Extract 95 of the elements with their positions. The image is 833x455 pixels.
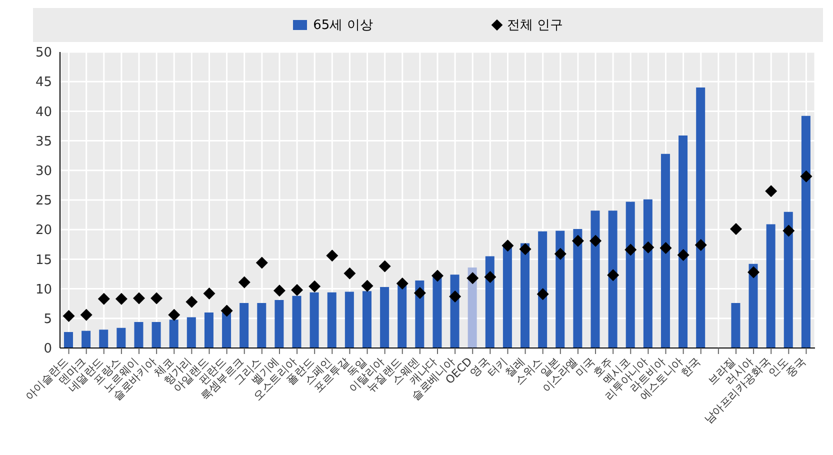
bar (274, 300, 284, 348)
bar (116, 328, 126, 348)
bar (186, 317, 196, 348)
point (642, 241, 654, 254)
bar (398, 285, 407, 348)
bar (731, 303, 740, 348)
point (782, 224, 795, 237)
bar (766, 224, 776, 348)
y-tick-label: 15 (35, 252, 52, 268)
bar (257, 303, 266, 348)
bar (678, 135, 688, 348)
point (308, 280, 321, 292)
bar (660, 154, 670, 348)
bar (538, 231, 548, 348)
point (344, 267, 356, 280)
point (414, 286, 426, 299)
bar (748, 264, 758, 348)
point (466, 272, 479, 284)
bar (626, 202, 635, 348)
legend-label: 전체 인구 (506, 17, 563, 34)
bar (643, 199, 652, 348)
point (378, 260, 391, 272)
bar (327, 292, 336, 348)
point (449, 290, 462, 302)
bar (99, 330, 108, 348)
bar (556, 230, 565, 348)
point (98, 292, 110, 305)
point (748, 266, 760, 278)
point (238, 276, 250, 288)
bar (152, 322, 161, 348)
bar (344, 292, 354, 348)
bar (608, 210, 618, 348)
bar (380, 287, 390, 348)
y-tick-label: 25 (35, 194, 52, 209)
bar (64, 332, 73, 348)
point (624, 244, 637, 256)
bar (520, 243, 530, 348)
bar (502, 244, 512, 348)
point (80, 308, 92, 321)
point (484, 270, 496, 283)
point (115, 292, 128, 305)
bar (801, 116, 810, 348)
point (590, 234, 602, 247)
point (168, 308, 180, 321)
bar (784, 212, 793, 348)
point (730, 223, 742, 236)
y-tick-label: 20 (35, 223, 52, 238)
y-tick-label: 35 (35, 134, 52, 150)
point (519, 243, 532, 256)
point (326, 250, 338, 262)
point (502, 240, 514, 252)
bar (292, 296, 302, 348)
point (765, 185, 778, 198)
point (150, 292, 163, 304)
y-tick-label: 30 (35, 164, 52, 180)
point (396, 277, 408, 290)
legend-label: 65세 이상 (312, 17, 373, 34)
point (291, 284, 304, 296)
bar (169, 320, 178, 348)
point (432, 270, 444, 282)
point (133, 292, 146, 304)
bar (485, 256, 494, 348)
bar (310, 292, 319, 348)
point (186, 296, 198, 308)
point (800, 170, 812, 182)
point (554, 248, 566, 260)
point (361, 280, 374, 292)
bar (134, 322, 144, 348)
bar (362, 291, 372, 348)
y-tick-label: 50 (35, 46, 52, 61)
bar (696, 88, 706, 348)
bar (82, 330, 91, 348)
point (256, 256, 268, 269)
bar (240, 303, 249, 348)
point (677, 249, 690, 262)
y-tick-label: 5 (44, 312, 52, 328)
bar (590, 210, 600, 348)
y-tick-label: 45 (35, 75, 52, 90)
point (572, 234, 584, 247)
point (607, 269, 620, 282)
bar (432, 276, 442, 348)
point (536, 288, 549, 300)
point (660, 242, 672, 254)
point (220, 304, 233, 317)
bar (204, 312, 214, 348)
point (273, 284, 286, 297)
y-tick-label: 0 (44, 342, 52, 357)
bar (222, 312, 232, 348)
bar (468, 267, 477, 348)
point (62, 310, 75, 322)
y-tick-label: 10 (35, 282, 52, 298)
point (203, 288, 216, 300)
point (694, 238, 707, 251)
bar (573, 229, 582, 348)
y-tick-label: 40 (35, 104, 52, 120)
